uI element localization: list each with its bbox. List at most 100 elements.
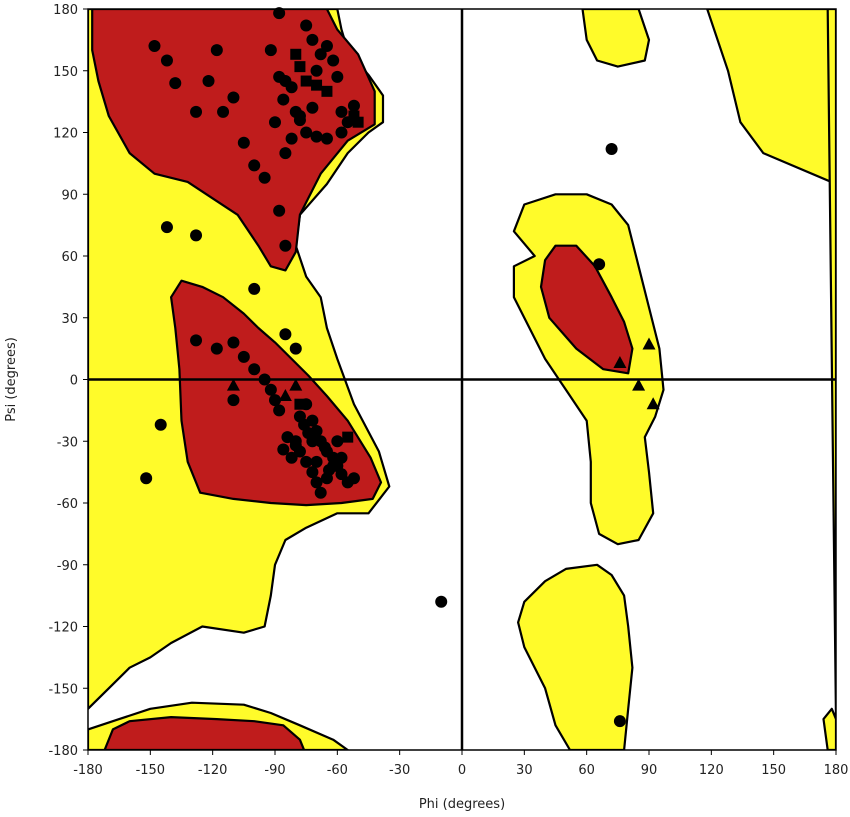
data-point-circle (298, 418, 311, 431)
data-point-triangle (613, 356, 627, 369)
allowed-region (516, 563, 634, 750)
data-point-circle (310, 476, 323, 489)
data-point-circle (293, 114, 306, 127)
data-point-circle (279, 147, 292, 160)
data-point-circle (300, 19, 313, 32)
y-tick-label: 0 (70, 374, 78, 389)
data-point-circle (605, 142, 618, 155)
data-point-circle (314, 486, 327, 499)
data-point-circle (279, 239, 292, 252)
data-point-circle (227, 91, 240, 104)
data-point-square (290, 48, 302, 60)
data-point-circle (277, 443, 290, 456)
x-tick-label: 90 (641, 763, 658, 778)
reference-lines (88, 9, 836, 750)
data-point-circle (154, 418, 167, 431)
x-tick-label: -120 (198, 763, 228, 778)
favored-region (91, 9, 376, 272)
data-point-circle (190, 105, 203, 118)
data-point-circle (331, 435, 344, 448)
data-point-circle (248, 159, 261, 172)
data-point-circle (237, 350, 250, 363)
data-point-circle (347, 472, 360, 485)
data-point-circle (217, 105, 230, 118)
y-tick-label: 180 (53, 3, 78, 18)
y-tick-label: 60 (61, 250, 78, 265)
y-tick-label: 150 (53, 65, 78, 80)
data-point-circle (320, 40, 333, 53)
data-point-triangle (289, 378, 303, 391)
data-point-circle (273, 404, 286, 417)
y-tick-label: 30 (61, 312, 78, 327)
y-tick-label: -180 (48, 744, 78, 759)
data-point-square (300, 75, 312, 87)
data-point-circle (258, 373, 271, 386)
x-tick-label: 0 (458, 763, 466, 778)
data-point-circle (237, 136, 250, 149)
data-point-circle (613, 715, 626, 728)
data-point-circle (310, 130, 323, 143)
data-point-circle (264, 383, 277, 396)
data-point-circle (320, 132, 333, 145)
data-point-triangle (632, 378, 646, 391)
data-point-square (342, 431, 354, 443)
data-point-triangle (642, 337, 656, 350)
y-tick-label: -150 (48, 682, 78, 697)
data-point-circle (160, 54, 173, 67)
data-point-circle (289, 342, 302, 355)
data-point-circle (248, 363, 261, 376)
data-point-square (348, 110, 360, 122)
data-point-circle (190, 334, 203, 347)
data-point-circle (269, 394, 281, 407)
data-point-circle (300, 126, 313, 139)
data-point-circle (285, 81, 298, 94)
data-point-circle (331, 70, 344, 83)
data-point-circle (306, 466, 319, 479)
y-tick-label: 120 (53, 127, 78, 142)
x-tick-label: 30 (516, 763, 533, 778)
data-point-circle (248, 282, 261, 295)
y-tick-label: -30 (57, 435, 78, 450)
data-point-circle (323, 464, 336, 477)
x-tick-label: -60 (327, 763, 348, 778)
data-point-square (321, 85, 333, 97)
x-tick-label: 120 (699, 763, 724, 778)
x-tick-label: 60 (578, 763, 595, 778)
allowed-region (706, 9, 836, 186)
data-point-circle (264, 44, 277, 57)
data-point-circle (335, 105, 348, 118)
data-point-circle (335, 468, 348, 481)
allowed-region (512, 193, 665, 546)
data-point-circle (210, 44, 223, 57)
data-point-circle (281, 431, 294, 444)
data-point-triangle (278, 388, 292, 401)
y-tick-label: -120 (48, 621, 78, 636)
y-axis-title: Psi (degrees) (4, 337, 19, 422)
data-point-circle (310, 64, 323, 77)
data-point-circle (289, 439, 302, 452)
data-point-square (294, 61, 306, 73)
data-point-circle (335, 451, 348, 464)
data-point-circle (435, 595, 448, 608)
data-point-circle (300, 455, 313, 468)
x-tick-label: 180 (824, 763, 849, 778)
data-point-circle (347, 99, 360, 112)
data-point-circle (327, 54, 340, 67)
data-point-circle (306, 33, 319, 46)
data-point-circle (279, 328, 292, 341)
data-point-circle (318, 441, 331, 454)
data-point-circle (227, 336, 240, 349)
data-point-circle (285, 451, 298, 464)
data-point-circle (269, 116, 281, 129)
data-point-circle (210, 342, 223, 355)
x-tick-label: -30 (389, 763, 410, 778)
data-point-circle (258, 171, 271, 184)
data-point-circle (310, 455, 323, 468)
data-points (140, 7, 660, 728)
data-point-circle (169, 77, 182, 90)
y-tick-label: -60 (57, 497, 78, 512)
data-point-triangle (226, 378, 240, 391)
x-tick-label: -90 (264, 763, 285, 778)
data-point-square (352, 116, 364, 128)
